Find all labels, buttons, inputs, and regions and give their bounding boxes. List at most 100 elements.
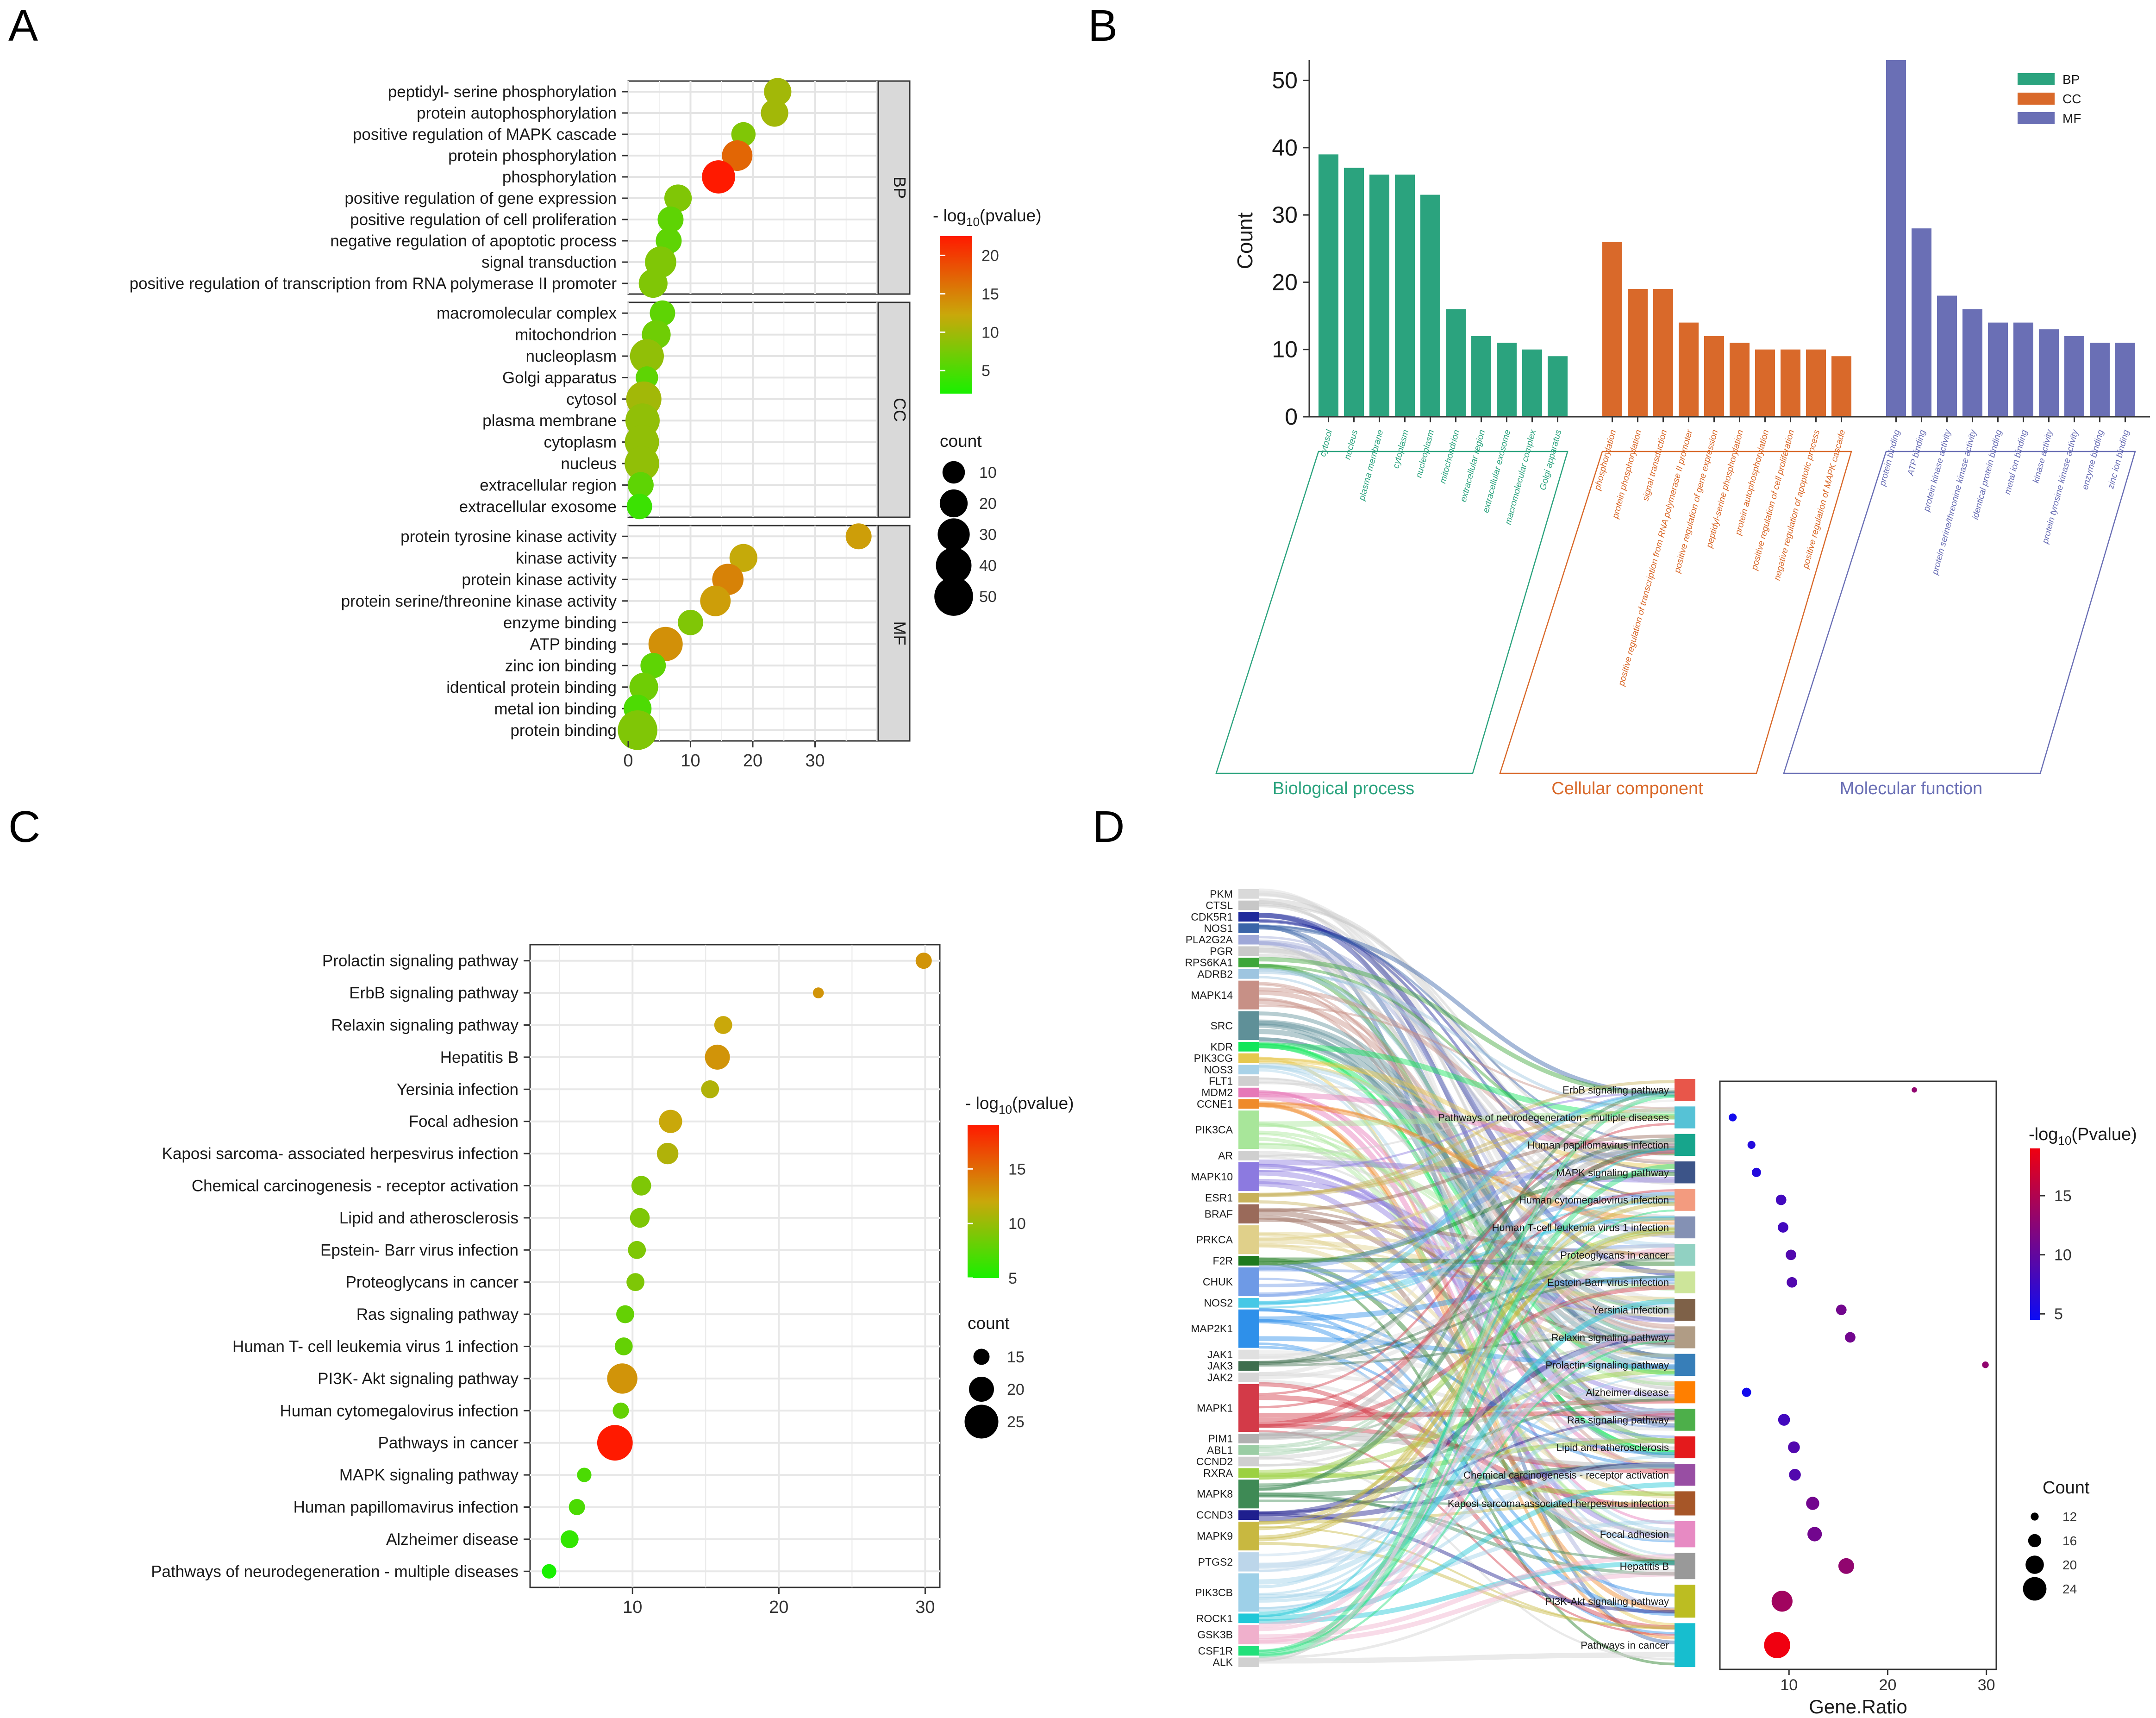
panel-d-gene-label: ROCK1 [1196,1612,1233,1624]
panel-d-pathway-label: Chemical carcinogenesis - receptor activ… [1463,1469,1669,1481]
panel-d-sankey-link [1259,891,1675,1304]
panel-b-y-axis-title: Count [1233,212,1257,269]
panel-b-group-label: Biological process [1273,779,1414,798]
panel-d-bubble [1789,1468,1801,1481]
panel-c-bubble [714,1016,732,1034]
panel-d-sankey-link [1259,1142,1675,1310]
panel-b-group-label: Molecular function [1840,779,1982,798]
panel-d-gene-node [1238,1480,1259,1509]
panel-d-gene-label: PLA2G2A [1186,934,1233,946]
panel-a-size-legend-dot [936,547,972,583]
panel-d-sankey-link [1259,1309,1675,1460]
legend-title-subscript: 10 [2058,1134,2071,1147]
panel-d-sankey-link [1259,1200,1675,1358]
panel-d-sankey-link [1259,900,1675,1451]
panel-b-category-label: kinase activity [2031,428,2055,484]
panel-c-bubble [915,953,932,969]
panel-b-bar [1548,356,1568,417]
panel-d-pathway-node [1675,1244,1695,1266]
panel-d-sankey-link [1259,1090,1675,1491]
panel-b-bar [1704,336,1724,417]
panel-a-size-legend-dot [942,461,965,484]
panel-d-sankey-link [1259,1092,1675,1306]
panel-d-sankey-link [1259,1226,1675,1542]
panel-d-pathway-node [1675,1298,1695,1321]
panel-d-gene-node [1238,1151,1259,1160]
panel-d-sankey-link [1259,1336,1675,1643]
panel-d-sankey-link [1259,1091,1675,1150]
panel-d-gene-node [1238,1613,1259,1624]
panel-d-sankey-link [1259,936,1675,1234]
panel-d-sankey-link [1259,1099,1675,1359]
panel-d-sankey-link [1259,1208,1675,1345]
panel-c-pathway-label: Prolactin signaling pathway [322,952,519,970]
panel-d-sankey-link [1259,1108,1675,1662]
panel-b-ytick-label: 20 [1272,269,1298,295]
panel-d-size-legend-dot [2028,1534,2042,1548]
panel-d-sankey-link [1259,1438,1675,1480]
legend-title-part: - log [965,1094,999,1113]
panel-a-term-label: positive regulation of cell proliferatio… [350,211,617,229]
panel-b-category-label: Golgi apparatus [1538,428,1563,491]
panel-d-gene-label: PRKCA [1196,1234,1233,1246]
panel-d-sankey-link [1259,1111,1675,1127]
panel-a-size-legend-label: 50 [979,588,997,606]
panel-d-sankey-link [1259,1431,1675,1443]
panel-d-sankey-link [1259,1308,1675,1468]
panel-d-sankey-link [1259,1398,1675,1486]
panel-a-bubble [625,446,659,481]
panel-d-bubble [1764,1632,1790,1658]
panel-d-gene-label: MAPK8 [1197,1488,1233,1500]
panel-d-gene-node [1238,1573,1259,1612]
panel-d-sankey-link [1259,1372,1675,1431]
panel-d-sankey-link [1259,1334,1675,1517]
panel-d-sankey-link [1259,1146,1675,1491]
panel-b-category-label: ATP binding [1906,428,1928,477]
panel-d-gene-label: PKM [1210,888,1233,900]
panel-b-category-label: mitochondrion [1438,429,1462,485]
panel-d-sankey-link [1259,1262,1675,1666]
panel-d-sankey-link [1259,1257,1675,1566]
panel-a-term-label: phosphorylation [502,168,617,186]
panel-d-sankey-link [1259,1303,1675,1596]
panel-d-gene-label: CDK5R1 [1191,911,1233,923]
panel-a-term-label: cytosol [566,390,617,408]
panel-d-sankey-link [1259,1275,1675,1322]
panel-d-gene-label: CTSL [1206,899,1233,911]
panel-d-gene-node [1238,1468,1259,1478]
panel-d-sankey-link [1259,1147,1675,1271]
panel-a-bubble [700,585,731,616]
panel-d-sankey-link [1259,1244,1675,1287]
panel-c-pathway-label: Epstein- Barr virus infection [320,1241,519,1259]
panel-a-bubble [618,710,657,750]
panel-d-size-legend-label: 20 [2062,1558,2077,1572]
panel-d-bubble [1771,1591,1793,1612]
panel-a-term-label: cytoplasm [544,433,617,451]
panel-d-gene-label: CSF1R [1198,1645,1233,1657]
panel-d-pathway-label: Kaposi sarcoma-associated herpesvirus in… [1448,1498,1669,1510]
panel-d-gene-label: CCNE1 [1197,1098,1233,1110]
panel-d-pathway-node [1675,1106,1695,1129]
panel-a-bubble [845,523,872,550]
panel-d-gene-label: JAK1 [1207,1348,1233,1361]
panel-d-sankey-link [1259,1149,1675,1427]
panel-a-term-label: zinc ion binding [505,657,617,675]
panel-d-gene-label: KDR [1210,1041,1233,1053]
panel-c-size-legend-dot [973,1348,990,1365]
panel-b-bar [1602,242,1622,417]
panel-d-sankey-link [1259,1196,1675,1530]
panel-d-sankey-link [1259,1181,1675,1539]
panel-a-term-label: enzyme binding [503,614,617,632]
panel-d-colorbar-label: 5 [2054,1305,2063,1323]
panel-b-category-label: protein kinase activity [1922,428,1953,513]
panel-d-pathway-label: Human T-cell leukemia virus 1 infection [1492,1222,1669,1234]
panel-d-bubble [1806,1497,1819,1510]
panel-d-gene-label: NOS1 [1204,922,1233,934]
panel-d-sankey-link [1259,1275,1675,1365]
panel-d-pathway-node [1675,1464,1695,1486]
panel-d-sankey-link [1259,1023,1675,1459]
panel-label-b: B [1088,1,1118,50]
panel-d-sankey-link [1259,1151,1675,1339]
panel-b-bar [1937,295,1957,417]
